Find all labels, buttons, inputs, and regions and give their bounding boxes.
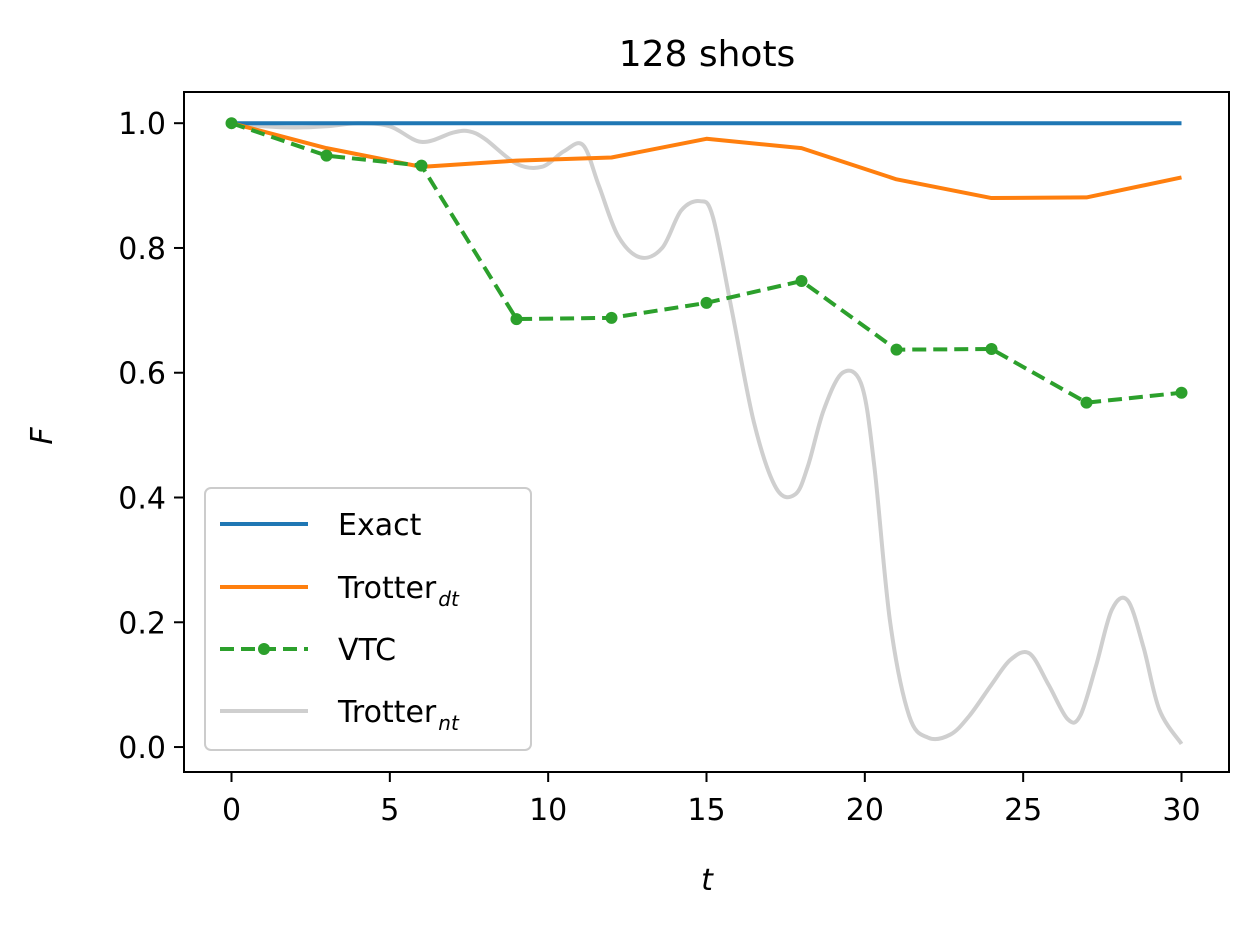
y-tick-label: 0.0 xyxy=(118,731,166,766)
chart-title: 128 shots xyxy=(619,34,796,75)
x-tick-label: 10 xyxy=(529,793,567,828)
x-axis: 0 5 10 15 20 25 30 xyxy=(222,772,1201,828)
y-axis-label: F xyxy=(25,427,60,445)
y-tick-label: 0.8 xyxy=(118,232,166,267)
data-point xyxy=(415,159,428,172)
series-line-trotter-dt xyxy=(230,121,1182,201)
data-point xyxy=(1175,386,1188,399)
data-point xyxy=(985,343,998,356)
legend-label: VTC xyxy=(338,633,396,668)
data-point xyxy=(225,117,238,130)
data-point xyxy=(700,296,713,309)
x-axis-label: t xyxy=(701,863,714,898)
series-line-vtc xyxy=(230,121,1182,405)
y-tick-label: 1.0 xyxy=(118,107,166,142)
data-point xyxy=(320,149,333,162)
data-point xyxy=(795,275,808,288)
x-tick-label: 5 xyxy=(380,793,399,828)
y-tick-label: 0.6 xyxy=(118,357,166,392)
x-tick-label: 0 xyxy=(222,793,241,828)
series-vtc xyxy=(225,117,1188,409)
x-tick-label: 15 xyxy=(687,793,725,828)
y-tick-label: 0.4 xyxy=(118,482,166,517)
data-point xyxy=(605,311,618,324)
series-trotter-nt xyxy=(231,121,1184,746)
x-tick-label: 30 xyxy=(1162,793,1200,828)
legend-label: Trotter dt xyxy=(337,571,460,611)
data-point xyxy=(510,313,523,326)
x-tick-label: 25 xyxy=(1004,793,1042,828)
data-point xyxy=(1080,396,1093,409)
legend-marker xyxy=(258,643,270,655)
legend-box xyxy=(204,487,532,751)
legend-item-exact: Exact xyxy=(220,508,422,543)
series-trotter-dt xyxy=(230,121,1182,201)
legend: Exact Trotter dt VTC Trotter nt xyxy=(204,487,532,751)
series-line-trotter-nt xyxy=(231,121,1184,746)
legend-item-trotter-nt: Trotter nt xyxy=(220,695,460,735)
legend-label: Trotter nt xyxy=(337,695,460,735)
y-tick-label: 0.2 xyxy=(118,606,166,641)
data-point xyxy=(890,343,903,356)
y-axis: 0.0 0.2 0.4 0.6 0.8 1.0 xyxy=(118,107,184,766)
x-tick-label: 20 xyxy=(846,793,884,828)
legend-label: Exact xyxy=(338,508,422,543)
legend-item-vtc: VTC xyxy=(220,633,396,668)
series-layer xyxy=(225,117,1188,746)
legend-item-trotter-dt: Trotter dt xyxy=(220,571,460,611)
